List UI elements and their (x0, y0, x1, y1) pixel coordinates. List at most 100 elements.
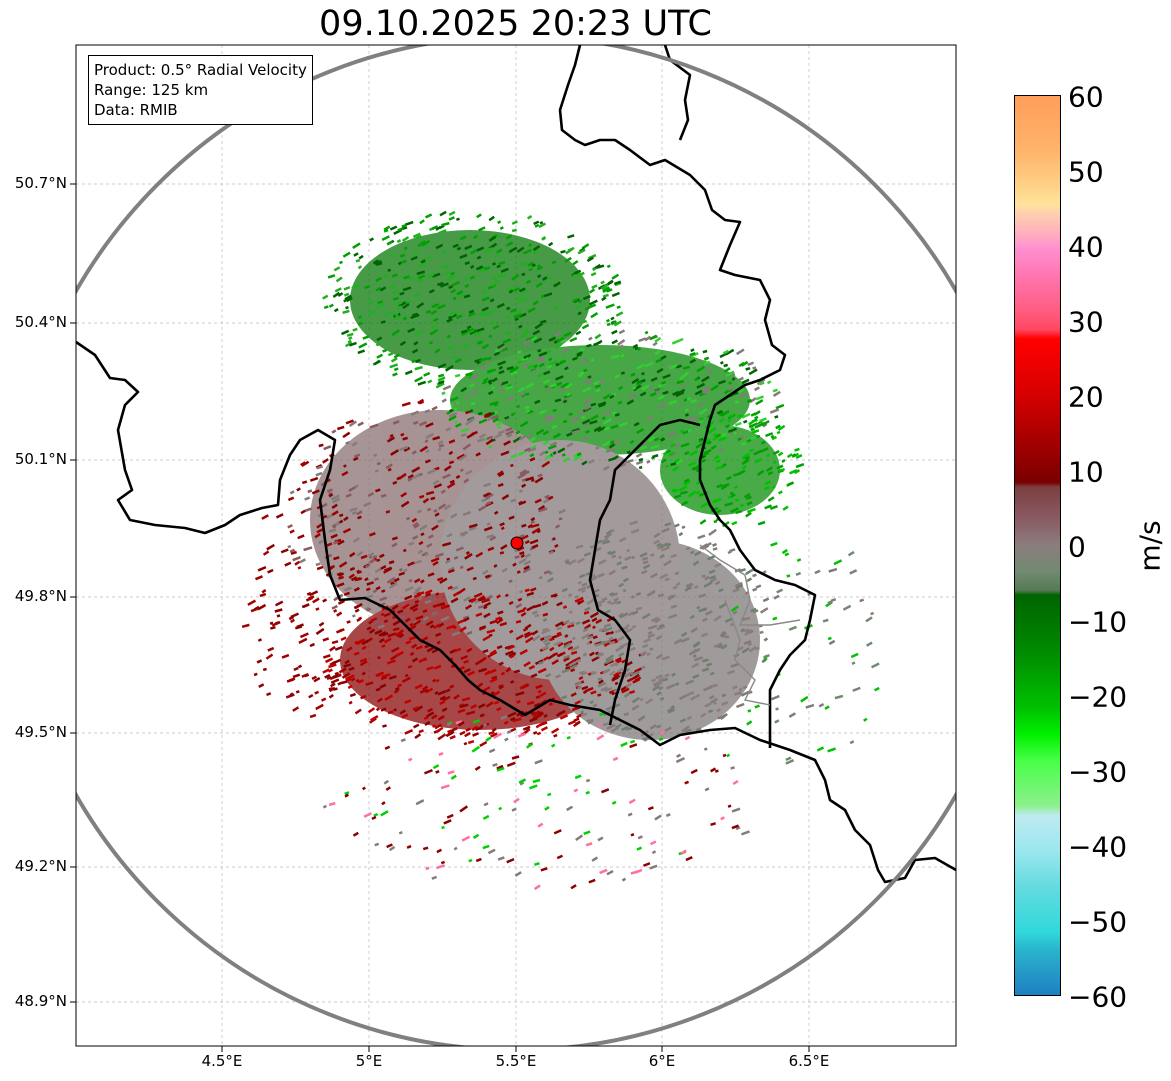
echo-pixel (256, 659, 263, 664)
echo-pixel (514, 317, 519, 321)
echo-pixel (686, 586, 692, 591)
echo-pixel (320, 482, 326, 487)
echo-pixel (577, 311, 582, 316)
echo-pixel (610, 600, 618, 606)
echo-pixel (432, 272, 441, 278)
echo-pixel (524, 729, 529, 734)
echo-pixel (601, 597, 608, 602)
echo-pixel (330, 533, 338, 539)
echo-pixel (312, 597, 320, 604)
echo-pixel (304, 496, 311, 501)
echo-pixel (372, 588, 378, 594)
echo-pixel (611, 554, 617, 559)
echo-pixel (482, 649, 489, 654)
echo-pixel (465, 727, 471, 732)
echo-pixel (469, 383, 475, 388)
echo-pixel (428, 289, 435, 294)
echo-pixel (485, 701, 494, 708)
echo-pixel (414, 599, 420, 604)
echo-pixel (602, 286, 611, 293)
echo-pixel (678, 485, 688, 492)
echo-pixel (590, 402, 597, 407)
echo-pixel (435, 243, 444, 250)
echo-pixel (555, 621, 564, 628)
echo-pixel (584, 686, 594, 693)
echo-pixel (735, 421, 742, 427)
echo-pixel (486, 435, 494, 441)
echo-pixel (731, 807, 741, 813)
echo-pixel (453, 555, 459, 560)
echo-pixel (419, 620, 427, 625)
echo-pixel (598, 679, 604, 685)
echo-pixel (652, 680, 662, 686)
echo-pixel (685, 856, 693, 862)
echo-pixel (566, 805, 574, 812)
echo-pixel (531, 544, 539, 549)
echo-pixel (536, 731, 542, 736)
echo-pixel (557, 447, 566, 454)
echo-pixel (336, 611, 343, 617)
echo-pixel (534, 861, 540, 866)
echo-pixel (736, 645, 744, 652)
echo-pixel (465, 396, 470, 400)
echo-pixel (564, 366, 569, 371)
echo-pixel (531, 369, 537, 374)
echo-pixel (425, 490, 435, 496)
echo-pixel (545, 386, 552, 392)
echo-pixel (749, 424, 754, 429)
echo-pixel (701, 574, 706, 578)
echo-pixel (474, 658, 484, 666)
echo-pixel (524, 632, 533, 639)
echo-pixel (551, 743, 556, 748)
echo-pixel (521, 483, 527, 488)
echo-pixel (484, 414, 490, 419)
echo-pixel (372, 555, 378, 559)
echo-pixel (406, 844, 412, 849)
echo-pixel (457, 708, 466, 714)
echo-pixel (318, 540, 324, 544)
echo-pixel (431, 405, 438, 411)
echo-pixel (401, 713, 409, 719)
echo-pixel (697, 534, 706, 540)
echo-pixel (741, 465, 747, 470)
echo-pixel (586, 598, 596, 605)
echo-pixel (601, 539, 611, 545)
echo-pixel (714, 433, 722, 439)
echo-pixel (343, 286, 351, 291)
echo-pixel (728, 427, 738, 434)
echo-pixel (356, 550, 364, 557)
echo-pixel (328, 528, 337, 533)
echo-pixel (496, 764, 504, 770)
echo-pixel (410, 410, 420, 416)
echo-pixel (446, 813, 454, 819)
echo-pixel (630, 595, 635, 599)
echo-pixel (382, 348, 387, 353)
echo-pixel (505, 667, 512, 673)
echo-pixel (494, 433, 503, 439)
echo-pixel (532, 300, 539, 306)
echo-pixel (532, 248, 540, 255)
lon-tick-label: 6°E (648, 1052, 676, 1070)
echo-pixel (757, 520, 766, 526)
echo-pixel (581, 323, 590, 330)
echo-pixel (446, 334, 451, 339)
echo-pixel (509, 367, 518, 374)
echo-pixel (440, 615, 450, 622)
echo-pixel (476, 246, 485, 252)
echo-pixel (496, 302, 505, 309)
echo-pixel (512, 562, 517, 567)
echo-pixel (510, 727, 517, 733)
echo-pixel (419, 494, 425, 499)
echo-pixel (701, 386, 711, 393)
radar-site-marker[interactable] (510, 536, 524, 550)
echo-pixel (495, 616, 501, 621)
echo-pixel (694, 585, 699, 590)
echo-pixel (602, 393, 612, 400)
echo-pixel (450, 512, 458, 519)
echo-pixel (498, 369, 505, 375)
echo-pixel (721, 693, 727, 698)
echo-pixel (464, 283, 470, 289)
colorbar-tick: 50 (1068, 155, 1104, 189)
echo-pixel (603, 418, 612, 425)
echo-pixel (570, 668, 576, 673)
